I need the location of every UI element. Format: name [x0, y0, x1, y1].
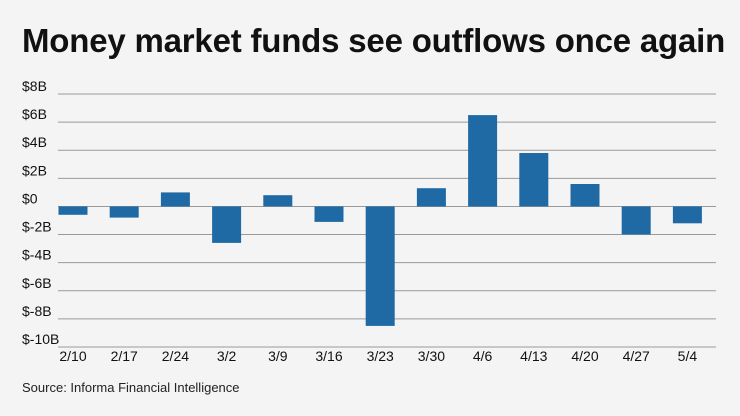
bar-4-6 [468, 115, 498, 207]
x-tick-label: 4/20 [571, 348, 598, 364]
y-tick-label: $0 [22, 190, 38, 206]
y-axis-tick-labels: $8B $6B $4B $2B $0 $-2B $-4B $-6B $-8B $-10B [22, 78, 59, 347]
bar-2-24 [160, 192, 190, 207]
x-axis-tick-labels: 2/10 2/17 2/24 3/2 3/9 3/16 3/23 3/30 4/6 4/13 4/2… [59, 348, 697, 364]
bar-3-30 [416, 188, 446, 207]
bar-5-4 [672, 206, 702, 224]
bars [58, 115, 702, 326]
y-tick-label: $-10B [22, 331, 59, 347]
y-tick-label: $8B [22, 78, 47, 94]
bar-4-27 [621, 206, 651, 235]
x-tick-label: 4/27 [623, 348, 650, 364]
y-tick-label: $-6B [22, 275, 52, 291]
x-tick-label: 5/4 [678, 348, 698, 364]
bar-3-16 [314, 206, 344, 222]
x-tick-label: 3/30 [418, 348, 445, 364]
bar-3-2 [212, 206, 242, 243]
x-tick-label: 3/2 [217, 348, 237, 364]
y-tick-label: $-8B [22, 303, 52, 319]
x-tick-label: 3/16 [315, 348, 342, 364]
bar-2-17 [109, 206, 139, 218]
y-tick-label: $6B [22, 106, 47, 122]
x-tick-label: 4/13 [520, 348, 547, 364]
x-tick-label: 4/6 [473, 348, 493, 364]
y-tick-label: $4B [22, 134, 47, 150]
bar-4-20 [570, 184, 600, 207]
x-tick-label: 3/9 [268, 348, 288, 364]
bar-3-23 [365, 206, 395, 326]
bar-3-9 [263, 195, 293, 207]
chart-title: Money market funds see outflows once aga… [22, 22, 726, 59]
y-tick-label: $-2B [22, 219, 52, 235]
x-tick-label: 2/17 [111, 348, 138, 364]
x-tick-label: 3/23 [367, 348, 394, 364]
x-tick-label: 2/10 [59, 348, 86, 364]
source-note: Source: Informa Financial Intelligence [22, 380, 240, 395]
x-tick-label: 2/24 [162, 348, 189, 364]
bar-4-13 [519, 153, 549, 207]
y-tick-label: $2B [22, 162, 47, 178]
bar-2-10 [58, 206, 88, 215]
y-tick-label: $-4B [22, 247, 52, 263]
